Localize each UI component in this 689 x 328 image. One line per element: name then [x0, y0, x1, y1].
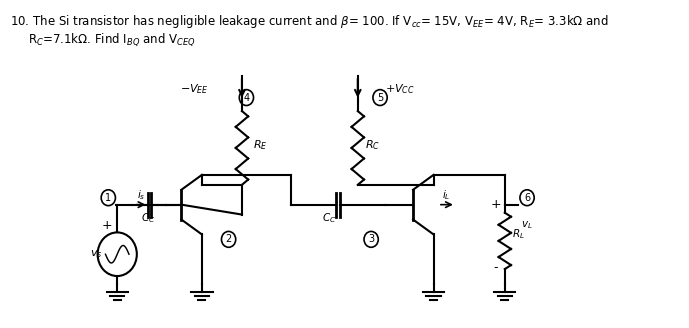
Text: $i_L$: $i_L$ [442, 188, 451, 201]
Text: $R_E$: $R_E$ [253, 138, 267, 152]
Text: $i_s$: $i_s$ [137, 188, 145, 201]
Text: $v_s$: $v_s$ [90, 248, 103, 260]
Text: $C_C$: $C_C$ [141, 212, 156, 225]
Text: 4: 4 [243, 92, 249, 103]
Text: 5: 5 [377, 92, 383, 103]
Text: -: - [493, 261, 498, 274]
Text: +: + [491, 198, 501, 211]
Text: $+V_{CC}$: $+V_{CC}$ [384, 83, 414, 96]
Text: R$_C$=7.1k$\Omega$. Find I$_{BQ}$ and V$_{CEQ}$: R$_C$=7.1k$\Omega$. Find I$_{BQ}$ and V$… [28, 31, 196, 48]
Text: $C_C$: $C_C$ [322, 212, 336, 225]
Text: 3: 3 [368, 235, 374, 244]
Text: 1: 1 [105, 193, 112, 203]
Text: 2: 2 [225, 235, 232, 244]
Text: $v_L$: $v_L$ [521, 219, 533, 231]
Text: +: + [102, 219, 113, 233]
Text: 6: 6 [524, 193, 530, 203]
Text: $R_C$: $R_C$ [365, 138, 380, 152]
Text: $R_L$: $R_L$ [512, 227, 525, 241]
Text: 10. The Si transistor has negligible leakage current and $\beta$= 100. If V$_{cc: 10. The Si transistor has negligible lea… [10, 13, 609, 30]
Text: -: - [105, 267, 110, 280]
Text: $-V_{EE}$: $-V_{EE}$ [181, 83, 209, 96]
